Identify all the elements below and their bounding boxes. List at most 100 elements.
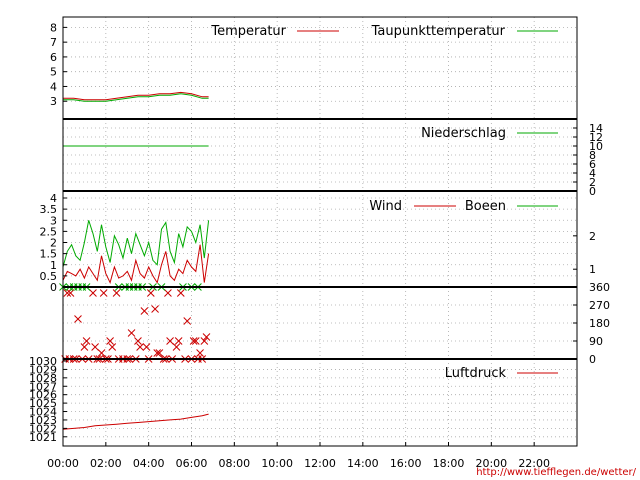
x-tick-label: 12:00 (304, 457, 336, 470)
scatter-point-stroke (191, 337, 200, 345)
scatter-point (196, 349, 204, 357)
scatter-point-stroke (80, 343, 89, 351)
legend-label: Luftdruck (445, 366, 507, 381)
x-tick-label: 06:00 (176, 457, 208, 470)
x-tick-label: 10:00 (261, 457, 293, 470)
scatter-point (89, 289, 97, 297)
scatter-point (127, 329, 136, 337)
scatter-point (99, 289, 108, 297)
y-tick-label: 1024 (29, 406, 57, 419)
y-tick-label: 1027 (29, 380, 57, 393)
y-tick-label: 1029 (29, 363, 57, 376)
x-tick-label: 14:00 (347, 457, 379, 470)
x-tick-label: 22:00 (518, 457, 550, 470)
y-tick-label-right: 14 (589, 122, 603, 135)
scatter-point-stroke (196, 349, 204, 357)
scatter-point-stroke (127, 329, 136, 337)
x-tick-label: 20:00 (475, 457, 507, 470)
scatter-point (191, 337, 200, 345)
scatter-point (153, 349, 162, 357)
scatter-point-stroke (151, 305, 159, 313)
y-tick-label: 4 (50, 192, 57, 205)
y-tick-label-right: 2 (589, 230, 596, 243)
scatter-point (183, 317, 192, 325)
x-tick-label: 04:00 (133, 457, 165, 470)
scatter-point (91, 343, 99, 351)
y-tick-label-right: 90 (589, 335, 603, 348)
credit-url[interactable]: http://www.tiefflegen.de/wetter/ (476, 467, 636, 478)
x-tick-label: 08:00 (218, 457, 250, 470)
scatter-point (164, 289, 172, 297)
scatter-point-stroke (176, 289, 185, 297)
y-tick-label-right: 2 (589, 176, 596, 189)
scatter-point-stroke (89, 289, 97, 297)
y-tick-label-right: 12 (589, 131, 603, 144)
scatter-point-stroke (172, 343, 181, 351)
scatter-point (202, 333, 211, 341)
legend-label: Niederschlag (421, 126, 506, 141)
scatter-point (82, 337, 91, 345)
scatter-point (74, 315, 82, 323)
scatter-point-stroke (189, 337, 198, 345)
scatter-point-stroke (82, 337, 91, 345)
scatter-point (112, 289, 121, 297)
y-tick-label-right: 270 (589, 299, 610, 312)
y-tick-label: 3 (50, 214, 57, 227)
legend-label: Taupunkttemperatur (371, 24, 506, 39)
scatter-point (146, 289, 155, 297)
scatter-point-stroke (153, 349, 162, 357)
series-layer (59, 91, 211, 430)
scatter-point (66, 289, 75, 297)
y-tick-label: 1028 (29, 372, 57, 385)
series-line-wind (62, 244, 210, 285)
y-tick-label: 1.5 (40, 248, 58, 261)
scatter-point-stroke (140, 307, 149, 315)
y-tick-label-right: 0 (589, 185, 596, 198)
y-tick-label-right: 6 (589, 158, 596, 171)
scatter-point (174, 337, 183, 345)
y-tick-label-right: 8 (589, 149, 596, 162)
y-tick-label: 4 (50, 80, 57, 93)
scatter-point-stroke (63, 289, 72, 297)
series-line-boeen (62, 220, 210, 268)
y-tick-label-right: 1 (589, 263, 596, 276)
scatter-point-stroke (200, 337, 209, 345)
scatter-point (151, 305, 159, 313)
legend-label: Wind (369, 199, 402, 214)
scatter-point (80, 343, 89, 351)
scatter-point-stroke (136, 343, 144, 351)
frame-layer (62, 16, 578, 447)
scatter-point-stroke (74, 315, 82, 323)
scatter-point-stroke (202, 333, 211, 341)
scatter-point-stroke (99, 289, 108, 297)
scatter-point-stroke (108, 343, 117, 351)
scatter-point-stroke (106, 337, 114, 345)
scatter-point-stroke (142, 343, 151, 351)
y-tick-label-right: 10 (589, 140, 603, 153)
y-tick-label: 8 (50, 21, 57, 34)
y-tick-label: 7 (50, 36, 57, 49)
y-tick-label: 0.5 (40, 270, 58, 283)
y-tick-label: 3.5 (40, 203, 58, 216)
legend-label: Boeen (465, 199, 506, 214)
y-tick-label: 1021 (29, 431, 57, 444)
scatter-point-stroke (112, 289, 121, 297)
scatter-point-stroke (183, 317, 192, 325)
scatter-point (97, 349, 106, 357)
scatter-point (166, 337, 174, 345)
y-tick-label: 6 (50, 51, 57, 64)
scatter-point (108, 343, 117, 351)
scatter-point (200, 337, 209, 345)
y-tick-label: 5 (50, 66, 57, 79)
x-tick-label: 16:00 (390, 457, 422, 470)
series-line-taupunkttemperatur (63, 93, 209, 102)
y-tick-label: 1026 (29, 389, 57, 402)
scatter-point (134, 337, 142, 345)
scatter-point-stroke (134, 337, 142, 345)
scatter-point (172, 343, 181, 351)
y-tick-label: 1022 (29, 422, 57, 435)
grid-layer (63, 17, 577, 446)
scatter-point-stroke (155, 349, 164, 357)
